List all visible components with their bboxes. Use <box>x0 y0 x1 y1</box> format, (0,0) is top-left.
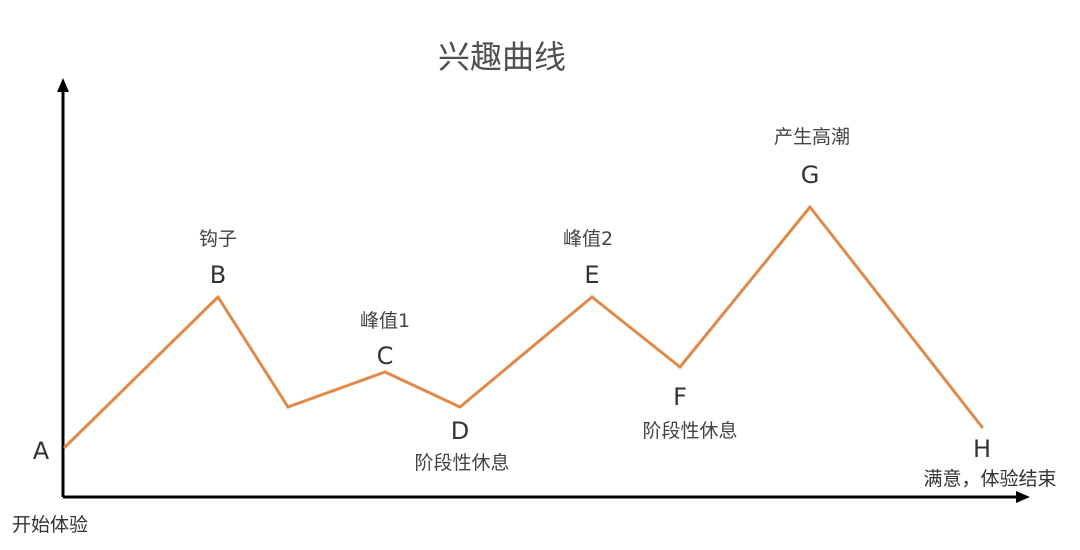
curve-point-a <box>63 445 67 449</box>
point-annotation-f: 阶段性休息 <box>642 420 737 442</box>
y-axis-arrow <box>57 78 69 92</box>
point-letter-c: C <box>377 342 394 370</box>
point-labels: A B 钩子 C 峰值1 D 阶段性休息 E 峰值2 F 阶段性休息 G 产生高潮 H <box>33 126 991 474</box>
point-annotation-b: 钩子 <box>199 228 237 250</box>
point-annotation-c: 峰值1 <box>360 310 410 332</box>
point-letter-a: A <box>33 437 50 465</box>
curve-layer <box>63 205 984 449</box>
point-annotation-d: 阶段性休息 <box>414 452 509 474</box>
curve-segment-7 <box>678 205 812 369</box>
point-letter-d: D <box>451 417 469 445</box>
point-letter-b: B <box>210 261 226 289</box>
curve-point-c <box>383 370 387 374</box>
x-axis-arrow <box>1016 491 1030 503</box>
x-axis-start-label: 开始体验 <box>12 514 88 536</box>
curve-segment-5 <box>458 295 594 409</box>
curve-segment-1 <box>63 295 220 449</box>
curve-point-b <box>216 295 220 299</box>
curve-point-d <box>458 405 462 409</box>
point-letter-h: H <box>973 435 991 463</box>
curve-point-unlabeled <box>286 405 290 409</box>
curve-segment-8 <box>808 205 984 429</box>
curve-point-e <box>590 295 594 299</box>
curve-segment-6 <box>590 295 682 369</box>
point-letter-f: F <box>673 383 687 411</box>
point-annotation-g: 产生高潮 <box>774 126 850 148</box>
curve-segment-4 <box>383 370 462 409</box>
end-label: 满意，体验结束 <box>923 468 1056 490</box>
point-letter-g: G <box>801 161 820 189</box>
curve-point-f <box>678 365 682 369</box>
curve-segment-3 <box>286 370 387 409</box>
point-annotation-e: 峰值2 <box>563 228 613 250</box>
curve-point-h <box>980 425 984 429</box>
chart-title: 兴趣曲线 <box>438 38 566 76</box>
curve-segment-2 <box>216 295 290 409</box>
curve-point-g <box>808 205 812 209</box>
point-letter-e: E <box>584 261 599 289</box>
